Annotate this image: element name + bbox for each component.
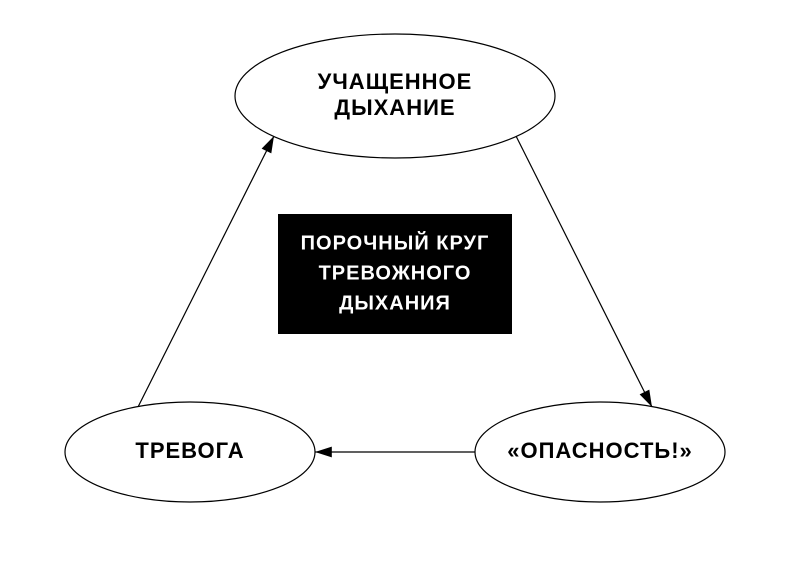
center-box-line-3: ДЫХАНИЯ: [339, 292, 451, 314]
center-box-line-1: ПОРОЧНЫЙ КРУГ: [301, 230, 490, 254]
edge-top-to-right: [516, 136, 652, 407]
node-top-line-1: УЧАЩЕННОЕ: [318, 69, 473, 94]
node-right-line-1: «ОПАСНОСТЬ!»: [507, 438, 693, 463]
center-box-line-2: ТРЕВОЖНОГО: [319, 262, 472, 284]
vicious-circle-diagram: ПОРОЧНЫЙ КРУГ ТРЕВОЖНОГО ДЫХАНИЯ УЧАЩЕНН…: [0, 0, 790, 562]
node-left-line-1: ТРЕВОГА: [135, 438, 244, 463]
edge-left-to-top: [138, 136, 274, 407]
node-top-line-2: ДЫХАНИЕ: [334, 95, 455, 120]
